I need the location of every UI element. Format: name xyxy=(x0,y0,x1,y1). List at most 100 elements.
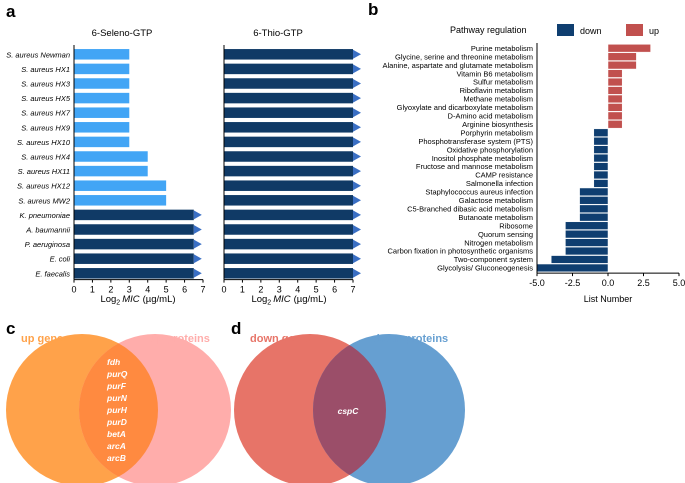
chart-a2-arrow-14 xyxy=(353,254,361,264)
chart-b-ylabel-6: Methane metabolism xyxy=(463,95,533,104)
chart-b-ylabel-16: Salmonella infection xyxy=(466,179,533,188)
chart-a1-bar-0 xyxy=(74,49,130,60)
chart-a2-xticklabel-6: 6 xyxy=(332,285,337,295)
chart-a1-xticklabel-6: 6 xyxy=(182,285,187,295)
chart-a1-xlabel-mic: MIC xyxy=(122,294,140,305)
venn-c-genes: fdh purQ purF purN purH purD betA arcA arcB xyxy=(106,357,128,463)
chart-a1-bar-12 xyxy=(74,224,194,235)
chart-b-bar-20 xyxy=(579,213,609,222)
chart-b-xticklabel-4: 5.0 xyxy=(673,278,685,288)
chart-a1-xticklabel-2: 2 xyxy=(108,285,113,295)
chart-b-ylabel-4: Sulfur metabolism xyxy=(473,78,533,87)
chart-b-bar-23 xyxy=(565,238,609,247)
chart-b-ylabel-12: Oxidative phosphorylation xyxy=(447,145,533,154)
chart-a2-bar-4 xyxy=(224,107,353,118)
chart-a2-bar-7 xyxy=(224,151,353,162)
chart-a2-arrow-5 xyxy=(353,122,361,132)
chart-a1-ylabel-6: S. aureus HX10 xyxy=(17,138,71,147)
chart-b-bar-17 xyxy=(579,187,609,197)
chart-a1-ylabel-7: S. aureus HX4 xyxy=(21,153,70,162)
chart-a1-bar-3 xyxy=(74,92,130,104)
chart-b-ylabel-11: Phosphotransferase system (PTS) xyxy=(418,137,533,146)
chart-a1-arrow-15 xyxy=(193,268,202,278)
chart-a1-ylabel-10: S. aureus MW2 xyxy=(18,196,71,205)
chart-b-ylabel-22: Quorum sensing xyxy=(478,230,533,239)
chart-b-ylabel-7: Glyoxylate and dicarboxylate metabolism xyxy=(397,103,533,112)
venn-c-overlap xyxy=(79,334,158,483)
chart-a1-arrow-14 xyxy=(193,254,202,264)
chart-a1-ylabel-2: S. aureus HX3 xyxy=(21,80,71,89)
chart-a1-bar-5 xyxy=(74,122,130,133)
chart-b-bar-11 xyxy=(593,137,609,146)
chart-b-xticklabel-2: 0.0 xyxy=(602,278,615,288)
chart-b-ylabel-19: C5-Branched dibasic acid metabolism xyxy=(407,204,533,213)
chart-b-bar-15 xyxy=(593,170,609,180)
chart-a2-arrow-0 xyxy=(353,49,361,59)
venn-c-gene-3: purN xyxy=(106,393,128,403)
chart-a2-xticklabel-0: 0 xyxy=(221,285,226,295)
chart-a2-bar-8 xyxy=(224,165,353,177)
chart-b-xticklabel-1: -2.5 xyxy=(565,278,581,288)
chart-a1-xticklabel-5: 5 xyxy=(164,285,169,295)
chart-b-ylabel-23: Nitrogen metabolism xyxy=(464,238,533,247)
chart-b-bar-18 xyxy=(579,196,609,205)
chart-a2-bar-3 xyxy=(224,92,353,104)
chart-a2-arrow-13 xyxy=(353,239,361,249)
chart-a1-ylabel-4: S. aureus HX7 xyxy=(21,109,71,118)
venn-c-gene-2: purF xyxy=(106,381,127,391)
venn-c-gene-0: fdh xyxy=(107,357,120,367)
chart-b-ylabel-1: Glycine, serine and threonine metabolism xyxy=(395,52,533,61)
chart-a1-ylabel-0: S. aureus Newman xyxy=(6,50,70,59)
chart-b-ylabel-21: Ribosome xyxy=(499,221,533,230)
chart-a1-ylabel-9: S. aureus HX12 xyxy=(17,182,71,191)
chart-a1-xlabel: Log2 MIC (µg/mL) xyxy=(100,294,175,307)
chart-b-bar-1 xyxy=(607,52,637,61)
chart-a1-xticklabel-1: 1 xyxy=(90,285,95,295)
chart-b-legend-up-swatch xyxy=(626,24,643,36)
chart-a2-bar-12 xyxy=(224,224,353,235)
chart-a1-title: 6-Seleno-GTP xyxy=(92,28,153,39)
chart-b-ylabel-20: Butanoate metabolism xyxy=(458,213,533,222)
chart-b-ylabel-5: Riboflavin metabolism xyxy=(460,86,533,95)
venn-c-gene-5: purD xyxy=(106,417,127,427)
chart-a1-ylabel-14: E. coli xyxy=(50,255,71,264)
chart-a2-xlabel-sub: 2 xyxy=(267,300,271,307)
chart-b-ylabel-3: Vitamin B6 metabolism xyxy=(456,69,533,78)
venn-c-gene-7: arcA xyxy=(107,441,126,451)
chart-a2-arrow-8 xyxy=(353,166,361,176)
chart-b-ylabel-8: D-Amino acid metabolism xyxy=(448,112,533,121)
venn-d-right-label: down proteins xyxy=(373,333,448,345)
chart-a1-ylabel-3: S. aureus HX5 xyxy=(21,94,71,103)
chart-a1-arrow-12 xyxy=(193,225,202,234)
chart-b-ylabel-9: Arginine biosynthesis xyxy=(462,120,533,129)
chart-b-ylabel-17: Staphylococcus aureus infection xyxy=(425,188,533,197)
chart-a1-bar-15 xyxy=(74,268,194,279)
chart-a1-bar-2 xyxy=(74,78,130,89)
chart-b-bar-4 xyxy=(607,77,623,87)
chart-b-bar-22 xyxy=(565,229,609,239)
chart-a2-xlabel-log: Log xyxy=(251,294,267,305)
venn-c-right-label: up proteins xyxy=(150,333,210,345)
chart-b-bar-25 xyxy=(550,255,609,264)
chart-b-ylabel-2: Alanine, aspartate and glutamate metabol… xyxy=(382,61,533,70)
chart-b-bar-26 xyxy=(536,263,609,273)
chart-b-xticklabel-3: 2.5 xyxy=(637,278,650,288)
chart-a2-xticklabel-1: 1 xyxy=(240,285,245,295)
chart-a2-title: 6-Thio-GTP xyxy=(253,28,303,39)
chart-b-bar-10 xyxy=(593,128,609,137)
chart-a2-arrow-6 xyxy=(353,137,361,147)
chart-a2-xticklabel-5: 5 xyxy=(314,285,319,295)
panel-letter-b: b xyxy=(368,0,378,19)
venn-c-gene-6: betA xyxy=(107,429,126,439)
chart-a2-xlabel-mic: MIC xyxy=(273,294,291,305)
chart-a1-bar-7 xyxy=(74,151,148,162)
chart-a2-arrow-12 xyxy=(353,225,361,234)
chart-a2-bar-9 xyxy=(224,180,353,191)
chart-a1-bar-10 xyxy=(74,195,167,206)
chart-a2-arrow-15 xyxy=(353,268,361,278)
chart-a2-arrow-3 xyxy=(353,93,361,103)
chart-a1-bar-1 xyxy=(74,63,130,75)
chart-b-bar-7 xyxy=(607,103,623,112)
